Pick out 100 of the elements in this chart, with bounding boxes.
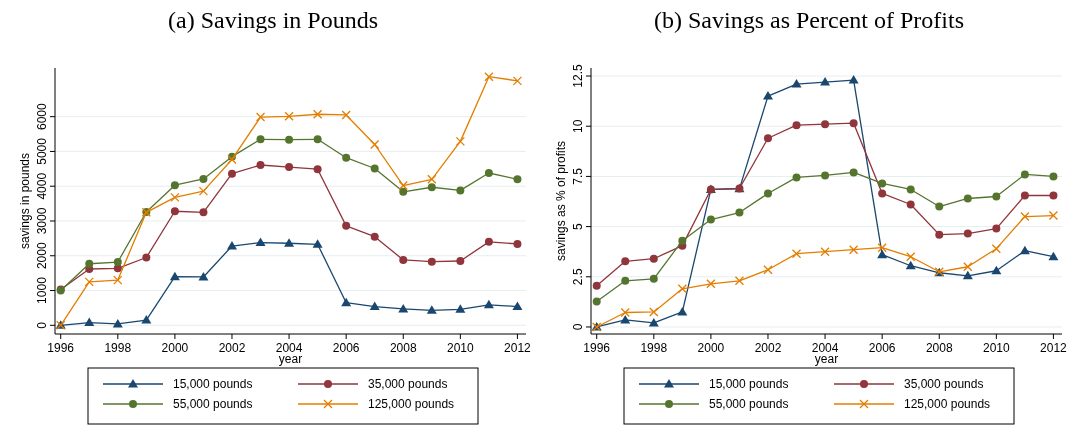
y-tick-label: 5000 — [35, 137, 49, 165]
point — [256, 161, 265, 170]
y-tick-label: 2.5 — [571, 268, 585, 286]
point — [341, 110, 351, 120]
point — [227, 154, 237, 165]
x-tick-label: 2008 — [389, 341, 417, 355]
point — [227, 169, 236, 178]
chart-title: (a) Savings in Pounds — [168, 7, 378, 33]
x-tick-label: 2012 — [1040, 341, 1068, 355]
point — [255, 112, 266, 122]
x-tick-label: 1996 — [583, 341, 611, 355]
point — [677, 284, 687, 294]
point — [849, 168, 858, 177]
legend-label: 35,000 pounds — [368, 377, 448, 391]
point — [84, 277, 94, 287]
point — [820, 77, 831, 86]
y-tick-label: 2000 — [35, 242, 49, 270]
point — [484, 169, 493, 178]
point — [312, 109, 323, 119]
point — [620, 307, 630, 318]
point — [1020, 191, 1029, 200]
point — [678, 236, 687, 245]
point — [341, 297, 352, 307]
point — [427, 174, 437, 184]
x-tick-label: 1998 — [640, 341, 668, 355]
y-axis-title: savings in pounds — [18, 152, 32, 250]
legend-label: 55,000 pounds — [173, 397, 253, 411]
point — [849, 119, 858, 128]
point — [342, 221, 351, 230]
point — [877, 243, 887, 253]
point — [821, 171, 830, 180]
legend-label: 15,000 pounds — [709, 377, 789, 391]
point — [285, 163, 294, 172]
x-tick-label: 1996 — [47, 341, 75, 355]
legend-label: 125,000 pounds — [904, 397, 991, 411]
point — [1048, 251, 1059, 261]
point — [427, 183, 436, 192]
point — [763, 134, 772, 143]
point — [199, 174, 208, 183]
point — [84, 317, 95, 327]
x-tick-label: 1998 — [104, 341, 132, 355]
point — [906, 252, 916, 262]
point — [905, 260, 916, 270]
y-tick-label: 1000 — [35, 276, 49, 304]
point — [877, 249, 888, 259]
point — [649, 274, 658, 283]
point — [455, 136, 465, 147]
point — [791, 249, 802, 259]
point — [1049, 191, 1058, 200]
point — [484, 237, 493, 246]
y-tick-label: 0 — [35, 321, 49, 329]
point — [483, 299, 494, 309]
legend-label: 125,000 pounds — [368, 397, 455, 411]
point — [734, 276, 745, 286]
point — [513, 175, 522, 184]
x-tick-label: 2004 — [275, 341, 303, 355]
point — [763, 265, 773, 275]
point — [963, 262, 973, 272]
legend-label: 15,000 pounds — [173, 377, 253, 391]
x-tick-label: 2006 — [332, 341, 360, 355]
y-tick-label: 5 — [571, 222, 585, 230]
x-tick-label: 2010 — [982, 341, 1011, 355]
point — [963, 194, 972, 203]
point — [963, 229, 972, 238]
point — [792, 173, 801, 182]
point — [427, 257, 436, 266]
y-tick-label: 10 — [571, 119, 585, 133]
point — [906, 185, 915, 194]
y-tick-label: 0 — [571, 323, 585, 331]
point — [399, 187, 408, 196]
point — [820, 247, 830, 257]
point — [456, 186, 465, 195]
x-tick-label: 2000 — [697, 341, 725, 355]
point — [962, 270, 973, 280]
point — [649, 307, 659, 317]
point — [1020, 211, 1030, 222]
point — [370, 139, 380, 150]
y-tick-label: 7.5 — [571, 167, 585, 185]
point — [369, 301, 380, 311]
x-tick-label: 2006 — [868, 341, 896, 355]
x-tick-label: 2002 — [218, 341, 246, 355]
point — [255, 237, 266, 247]
point — [170, 181, 179, 190]
point — [848, 75, 859, 84]
point — [592, 297, 601, 306]
x-axis-title: year — [814, 352, 839, 366]
x-tick-label: 2008 — [925, 341, 953, 355]
point — [935, 230, 944, 239]
point — [399, 255, 408, 264]
point — [484, 72, 494, 82]
point — [821, 120, 830, 129]
point — [370, 232, 379, 241]
point — [706, 215, 715, 224]
point — [592, 281, 601, 290]
point — [512, 301, 523, 311]
point — [456, 256, 465, 265]
legend-label: 35,000 pounds — [904, 377, 984, 391]
point — [991, 244, 1001, 254]
point — [342, 153, 351, 162]
point — [398, 303, 409, 313]
